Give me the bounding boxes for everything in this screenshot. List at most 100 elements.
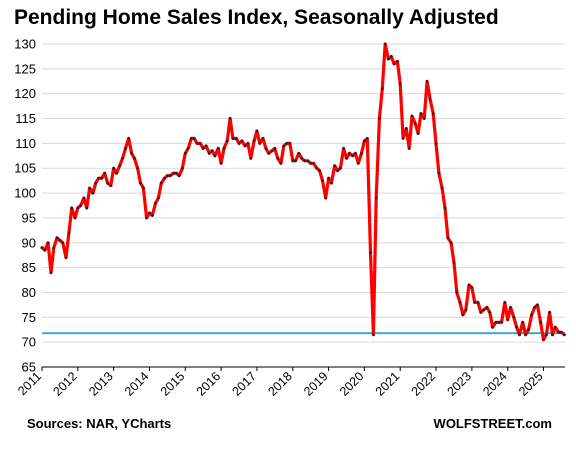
data-point (258, 142, 262, 145)
data-point (506, 318, 509, 322)
data-point (485, 306, 489, 309)
data-point (416, 132, 420, 135)
data-point (231, 137, 235, 140)
data-point (240, 139, 244, 143)
data-point (548, 311, 551, 314)
data-point (428, 97, 432, 100)
data-point (437, 171, 441, 175)
data-point (157, 196, 160, 200)
data-point (321, 179, 324, 182)
data-point (315, 166, 319, 170)
data-point (103, 171, 106, 175)
data-point (374, 196, 378, 200)
x-tick-label: 2019 (301, 369, 331, 399)
data-point (136, 166, 139, 170)
data-point (199, 142, 202, 145)
data-point (181, 166, 184, 170)
data-point (64, 256, 68, 259)
data-point (339, 166, 342, 170)
data-point (515, 325, 518, 329)
data-point (115, 171, 118, 175)
data-point (183, 152, 187, 155)
y-tick-label: 65 (22, 360, 36, 375)
data-point (228, 117, 232, 120)
series-line-0 (40, 42, 566, 342)
data-point (342, 147, 345, 150)
data-point (163, 176, 166, 180)
watermark: WOLFSTREET.com (433, 416, 552, 431)
data-point (309, 161, 312, 165)
data-point (85, 206, 89, 210)
x-tick-label: 2016 (194, 369, 224, 399)
data-point (109, 184, 113, 187)
x-tick-label: 2020 (337, 369, 367, 399)
data-point (383, 42, 387, 46)
y-tick-label: 95 (22, 210, 36, 225)
data-point (91, 191, 95, 195)
data-point (461, 313, 465, 317)
data-point (133, 156, 136, 160)
data-point (560, 330, 563, 334)
data-point (252, 139, 256, 143)
data-point (300, 156, 304, 160)
data-point (360, 152, 363, 155)
data-point (303, 159, 306, 163)
data-point (177, 174, 181, 177)
data-point (97, 176, 100, 180)
data-point (288, 142, 292, 145)
y-tick-label: 115 (15, 111, 36, 126)
y-tick-label: 105 (14, 161, 36, 176)
data-point (363, 139, 366, 143)
data-point (533, 306, 536, 309)
data-point (79, 204, 82, 207)
y-tick-label: 100 (14, 186, 36, 201)
data-point (121, 156, 124, 160)
data-point (458, 301, 462, 304)
data-point (345, 156, 348, 160)
data-point (213, 154, 217, 158)
x-tick-label: 2013 (86, 369, 116, 399)
y-tick-label: 110 (15, 136, 36, 151)
data-point (225, 139, 229, 143)
data-point (387, 57, 390, 61)
data-point (365, 137, 369, 140)
data-point (82, 196, 86, 200)
data-point (536, 303, 539, 307)
data-point (46, 241, 50, 245)
data-point (405, 127, 408, 130)
data-point (207, 152, 211, 155)
data-point (336, 169, 339, 173)
data-point (357, 161, 360, 165)
data-point (49, 271, 53, 274)
data-point (455, 291, 459, 294)
data-point (312, 161, 315, 165)
data-point (154, 201, 157, 205)
x-tick-label: 2022 (409, 369, 439, 399)
data-point (488, 311, 492, 314)
data-point (148, 211, 151, 215)
data-point (378, 117, 381, 120)
data-point (67, 231, 71, 235)
data-point (124, 147, 127, 150)
series-line (40, 42, 566, 342)
data-point (255, 129, 259, 133)
data-point (449, 241, 453, 245)
data-point (279, 161, 283, 165)
data-point (276, 156, 280, 160)
data-point (166, 174, 169, 177)
data-point (130, 152, 133, 155)
chart-title: Pending Home Sales Index, Seasonally Adj… (14, 6, 499, 29)
data-point (118, 164, 122, 168)
y-tick-label: 90 (22, 235, 36, 250)
data-point (470, 286, 474, 289)
x-tick-label: 2015 (158, 369, 188, 399)
data-point (294, 159, 297, 163)
data-point (431, 112, 435, 115)
data-point (554, 325, 557, 329)
data-point (369, 251, 372, 255)
data-point (467, 283, 471, 287)
data-point (425, 79, 429, 83)
data-point (249, 156, 253, 160)
data-point (139, 181, 142, 185)
data-point (172, 171, 175, 175)
